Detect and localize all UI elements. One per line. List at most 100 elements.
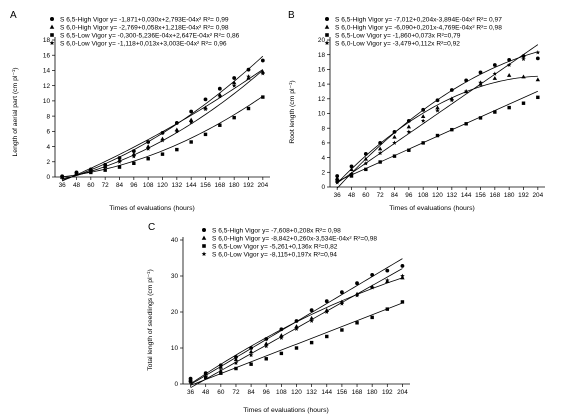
data-point-star	[349, 171, 354, 176]
data-point-square	[392, 154, 397, 158]
x-tick-label: 120	[432, 192, 443, 199]
data-point-circle	[232, 76, 237, 80]
x-tick-label: 180	[229, 182, 240, 189]
y-tick-label: 8	[321, 125, 325, 132]
data-point-triangle	[392, 134, 397, 139]
data-point-square	[378, 160, 382, 164]
fit-curve-triangle	[62, 69, 264, 182]
data-point-star	[217, 93, 223, 99]
data-point-square	[364, 167, 368, 172]
data-point-square	[249, 362, 253, 366]
data-point-square	[264, 357, 268, 361]
x-axis-label: Times of evaluations (hours)	[109, 205, 195, 212]
data-point-square	[421, 141, 425, 145]
data-point-star	[160, 138, 165, 143]
data-point-star	[260, 71, 266, 76]
legend-r2: R²= 0,96	[201, 40, 227, 47]
x-tick-label: 36	[334, 192, 342, 199]
data-point-triangle	[131, 151, 137, 156]
data-point-circle	[464, 78, 469, 83]
data-point-star	[59, 174, 65, 179]
data-point-star	[248, 352, 254, 358]
x-tick-label: 96	[130, 182, 138, 189]
data-point-star	[406, 129, 412, 134]
x-tick-label: 108	[276, 389, 287, 396]
legend-series-name: S 6,0-High Vigor	[335, 24, 384, 31]
data-point-star	[478, 80, 483, 85]
legend-r2: R²=0,92	[436, 40, 460, 47]
data-point-square	[189, 140, 193, 144]
x-tick-label: 132	[306, 389, 317, 396]
fit-curve-triangle	[336, 75, 538, 184]
x-tick-label: 96	[263, 389, 271, 396]
data-point-star	[400, 273, 405, 278]
data-point-triangle	[218, 364, 224, 369]
legend-r2: R²= 0,98	[476, 24, 502, 31]
data-point-square	[450, 127, 454, 132]
data-point-triangle	[521, 74, 526, 79]
legend-series-name: S 6,0-High Vigor	[60, 24, 109, 31]
legend-equation: y= -5,261+0,136x	[261, 243, 313, 250]
data-point-star	[506, 62, 512, 67]
data-point-circle	[203, 97, 208, 102]
data-point-circle	[349, 164, 354, 169]
legend-r2: R²=0,79	[437, 32, 461, 39]
x-tick-label: 84	[391, 192, 399, 199]
data-point-star	[369, 285, 375, 290]
data-point-square	[203, 132, 208, 137]
data-point-triangle	[279, 333, 284, 338]
data-point-circle	[294, 319, 299, 323]
legend-entry: S 6,5-High Vigor y= -1,871+0,030x+2,793E…	[50, 16, 229, 23]
legend-r2: R²=0,98	[353, 235, 377, 242]
data-point-circle	[340, 290, 344, 295]
data-point-triangle	[420, 114, 426, 119]
x-tick-label: 60	[362, 192, 370, 199]
x-tick-label: 192	[518, 192, 529, 199]
data-point-circle	[355, 281, 359, 286]
svg-text:S 6,5-Low Vigor y= -0,300-5,23: S 6,5-Low Vigor y= -0,300-5,236E-04x+2,6…	[60, 32, 240, 39]
data-point-star	[131, 154, 137, 159]
data-point-circle	[234, 355, 238, 359]
legend-series-name: S 6,0-High Vigor	[212, 235, 261, 242]
data-point-triangle	[377, 146, 383, 151]
legend-marker-star	[49, 40, 55, 46]
legend-equation: y= -8,115+0,197x	[261, 251, 313, 258]
data-point-star	[203, 106, 208, 112]
data-point-star	[354, 293, 360, 298]
y-tick-label: 2	[46, 159, 50, 166]
data-point-square	[146, 157, 150, 161]
svg-text:S 6,5-High Vigor y= -1,871+0,0: S 6,5-High Vigor y= -1,871+0,030x+2,793E…	[60, 16, 229, 23]
data-point-circle	[421, 107, 426, 112]
y-tick-label: 10	[171, 345, 179, 352]
x-axis-label: Times of evaluations (hours)	[389, 205, 475, 212]
data-point-square	[521, 101, 526, 105]
data-point-star	[334, 180, 340, 185]
legend-equation: y= -1,860+0,073x	[384, 32, 436, 39]
data-point-triangle	[264, 341, 269, 346]
data-point-circle	[264, 337, 269, 341]
x-tick-label: 120	[291, 389, 302, 396]
svg-text:S 6,5-Low Vigor y= -5,261+0,13: S 6,5-Low Vigor y= -5,261+0,136x R²=0,82	[212, 243, 338, 250]
data-point-square	[234, 366, 238, 371]
panel-label: A	[10, 10, 17, 21]
data-point-triangle	[363, 156, 369, 161]
legend-marker-triangle	[324, 24, 330, 29]
svg-text:S 6,5-Low Vigor y= -1,860+0,07: S 6,5-Low Vigor y= -1,860+0,073x R²=0,79	[335, 32, 461, 39]
svg-text:S 6,5-High Vigor y= -7,608+0,2: S 6,5-High Vigor y= -7,608+0,208x R²= 0,…	[212, 227, 341, 234]
legend-marker-circle	[202, 228, 206, 232]
y-tick-label: 20	[171, 309, 179, 316]
data-point-square	[325, 334, 329, 339]
x-tick-label: 168	[489, 192, 500, 199]
fit-curve-star	[336, 44, 539, 184]
legend-series-name: S 6,0-Low Vigor	[335, 40, 383, 47]
panel-c: C S 6,5-High Vigor y= -7,608+0,208x R²= …	[147, 222, 410, 414]
data-point-circle	[249, 346, 254, 350]
data-point-triangle	[294, 324, 299, 329]
legend-equation: y= -7,012+0,204x-3,894E-04x²	[385, 16, 475, 23]
data-point-star	[218, 367, 224, 373]
x-tick-label: 108	[143, 182, 154, 189]
panel-label: B	[288, 10, 295, 21]
legend-entry: S 6,0-Low Vigor y= -1,118+0,013x+3,003E-…	[49, 40, 227, 47]
y-tick-label: 20	[318, 37, 326, 44]
